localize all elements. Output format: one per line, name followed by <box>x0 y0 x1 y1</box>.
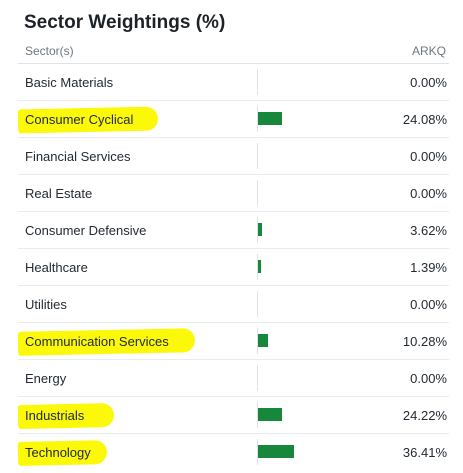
weighting-value: 1.39% <box>410 260 447 275</box>
table-row: Financial Services 0.00% <box>18 138 449 175</box>
bar-axis <box>257 254 258 280</box>
section-title: Sector Weightings (%) <box>24 12 226 33</box>
bar-axis <box>257 291 258 317</box>
weighting-value: 0.00% <box>410 75 447 90</box>
bar-axis <box>257 180 258 206</box>
sector-column-header: Sector(s) <box>25 44 74 58</box>
table-row: Basic Materials 0.00% <box>18 64 449 101</box>
bar-axis <box>257 106 258 132</box>
weighting-bar <box>258 223 262 236</box>
sector-label: Basic Materials <box>25 75 114 90</box>
weighting-value: 0.00% <box>410 297 447 312</box>
weighting-bar <box>258 445 294 458</box>
weighting-bar <box>258 260 261 273</box>
sector-label: Consumer Cyclical <box>25 112 134 127</box>
weighting-bar <box>258 334 268 347</box>
fund-column-header: ARKQ <box>411 44 446 58</box>
sector-label: Utilities <box>25 297 67 312</box>
weighting-value: 10.28% <box>402 334 447 349</box>
sector-label: Consumer Defensive <box>25 223 147 238</box>
sector-label: Technology <box>25 445 91 460</box>
bar-axis <box>257 69 258 95</box>
weighting-value: 0.00% <box>410 149 447 164</box>
weighting-value: 3.62% <box>410 223 447 238</box>
bar-axis <box>257 365 258 391</box>
table-row: Technology 36.41% <box>17 434 449 470</box>
table-row: Consumer Cyclical 24.08% <box>17 101 449 138</box>
table-row: Energy 0.00% <box>18 360 449 397</box>
weighting-bar <box>258 408 282 421</box>
bar-axis <box>257 402 258 428</box>
sector-label: Healthcare <box>25 260 88 275</box>
weighting-value: 36.41% <box>402 445 447 460</box>
weighting-value: 0.00% <box>410 371 447 386</box>
bar-axis <box>257 217 258 243</box>
weighting-value: 0.00% <box>410 186 447 201</box>
bar-axis <box>257 143 258 169</box>
header-divider <box>18 63 449 64</box>
bar-axis <box>257 439 258 465</box>
table-row: Industrials 24.22% <box>17 397 449 434</box>
table-row: Healthcare 1.39% <box>18 249 449 286</box>
weighting-value: 24.08% <box>402 112 447 127</box>
sector-table: Basic Materials 0.00% Consumer Cyclical 24.… <box>17 64 449 470</box>
table-row: Communication Services 10.28% <box>17 323 449 360</box>
sector-label: Industrials <box>25 408 85 423</box>
sector-label: Real Estate <box>25 186 93 201</box>
sector-label: Energy <box>25 371 67 386</box>
weighting-value: 24.22% <box>402 408 447 423</box>
table-row: Utilities 0.00% <box>18 286 449 323</box>
sector-label: Financial Services <box>25 149 131 164</box>
weighting-bar <box>258 112 282 125</box>
table-row: Consumer Defensive 3.62% <box>18 212 449 249</box>
sector-label: Communication Services <box>25 334 169 349</box>
table-row: Real Estate 0.00% <box>18 175 449 212</box>
bar-axis <box>257 328 258 354</box>
